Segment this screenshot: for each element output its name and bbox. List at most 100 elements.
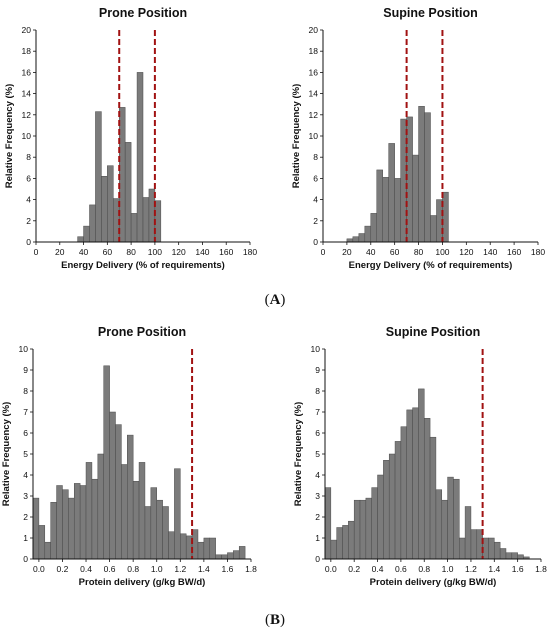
- histogram-bar: [441, 499, 448, 560]
- histogram-bar: [348, 520, 355, 560]
- histogram-bar: [418, 106, 425, 243]
- y-tick-label: 8: [23, 386, 28, 396]
- histogram-bar: [412, 154, 419, 243]
- histogram-bar: [423, 418, 431, 560]
- histogram-bar: [394, 178, 401, 243]
- x-tick-label: 120: [459, 247, 473, 257]
- histogram-bar: [124, 142, 132, 243]
- y-tick-label: 12: [22, 110, 32, 120]
- histogram-bar: [89, 204, 96, 243]
- y-axis-label: Relative Frequency (%): [293, 402, 304, 507]
- histogram-bar: [394, 441, 402, 560]
- histogram-bar: [197, 541, 205, 560]
- histogram-bar: [127, 434, 134, 560]
- x-tick-label: 0: [34, 247, 39, 257]
- histogram-bar: [352, 236, 360, 243]
- chart-energy-supine: 0 2 4 6 8 10 12 14 16 18 20 0 20 40 60 80 100 120 140 160 18…: [291, 6, 545, 271]
- chart-title: Prone Position: [98, 325, 186, 339]
- x-tick-label: 40: [366, 247, 376, 257]
- y-tick-label: 9: [23, 365, 28, 375]
- x-tick-label: 1.8: [245, 564, 257, 574]
- x-tick-label: 1.4: [198, 564, 210, 574]
- histogram-bar: [50, 502, 57, 560]
- histogram-bar: [453, 478, 460, 560]
- histogram-bar: [359, 499, 367, 560]
- chart-protein-prone: 0 1 2 3 4 5 6 7 8 9 10 0.0 0.2 0.4 0.6 0.8 1.0 1.2 1.4 1.6 1…: [1, 325, 257, 588]
- x-tick-label: 1.2: [174, 564, 186, 574]
- histogram-bar: [383, 460, 390, 560]
- y-tick-label: 6: [23, 428, 28, 438]
- histogram-bar: [85, 462, 93, 560]
- histogram-bar: [464, 506, 472, 560]
- y-tick-label: 8: [313, 152, 318, 162]
- y-tick-label: 10: [22, 131, 32, 141]
- histogram-bar: [101, 176, 108, 243]
- histogram-bar: [447, 476, 454, 560]
- x-tick-label: 0.8: [127, 564, 139, 574]
- y-tick-label: 5: [23, 449, 28, 459]
- x-tick-label: 1.0: [151, 564, 163, 574]
- histogram-bar: [180, 533, 187, 560]
- histogram-bar: [370, 213, 377, 243]
- histogram-bar: [38, 525, 46, 560]
- histogram-bar: [406, 409, 413, 560]
- x-tick-label: 1.4: [488, 564, 500, 574]
- y-tick-label: 8: [26, 152, 31, 162]
- histogram-bar: [388, 453, 396, 560]
- x-tick-label: 0.6: [395, 564, 407, 574]
- x-tick-label: 80: [414, 247, 424, 257]
- x-tick-label: 1.6: [222, 564, 234, 574]
- histogram-bar: [517, 554, 524, 560]
- histogram-bar: [353, 499, 361, 560]
- histogram-bar: [56, 485, 63, 560]
- x-tick-label: 160: [219, 247, 233, 257]
- histogram-bar: [365, 497, 372, 560]
- histogram-bar: [238, 546, 246, 560]
- x-tick-label: 0.4: [372, 564, 384, 574]
- x-tick-label: 1.8: [535, 564, 547, 574]
- histogram-bar: [121, 464, 128, 560]
- y-tick-label: 0: [23, 554, 28, 564]
- histogram-bar: [103, 365, 110, 560]
- histogram-bar: [499, 548, 507, 560]
- y-tick-label: 2: [26, 216, 31, 226]
- histogram-bar: [221, 554, 228, 560]
- histogram-bar: [174, 468, 181, 560]
- y-axis-label: Relative Frequency (%): [1, 402, 12, 507]
- histogram-bar: [377, 474, 384, 560]
- histogram-bar: [44, 541, 51, 560]
- histogram-bar: [97, 453, 104, 560]
- histogram-bar: [73, 483, 81, 560]
- y-tick-label: 10: [19, 344, 29, 354]
- histogram-bar: [227, 552, 234, 560]
- y-tick-label: 9: [315, 365, 320, 375]
- y-tick-label: 10: [309, 131, 319, 141]
- y-axis-label: Relative Frequency (%): [4, 84, 15, 189]
- histogram-bar: [418, 388, 425, 560]
- y-tick-label: 7: [23, 407, 28, 417]
- panel-label-b: (B): [265, 612, 285, 628]
- histogram-bar: [162, 506, 169, 560]
- x-tick-label: 0.4: [80, 564, 92, 574]
- histogram-bar: [488, 537, 495, 560]
- histogram-bar: [470, 529, 478, 560]
- histogram-bar: [336, 527, 343, 560]
- y-tick-label: 8: [315, 386, 320, 396]
- x-tick-label: 0.0: [325, 564, 337, 574]
- x-tick-label: 0.0: [33, 564, 45, 574]
- histogram-bar: [233, 550, 240, 560]
- histogram-bar: [209, 537, 216, 560]
- x-tick-label: 60: [390, 247, 400, 257]
- y-tick-label: 4: [23, 470, 28, 480]
- y-tick-label: 18: [22, 46, 32, 56]
- histogram-bar: [376, 169, 383, 243]
- y-tick-label: 20: [22, 25, 32, 35]
- histogram-bar: [95, 111, 102, 243]
- y-tick-label: 16: [309, 67, 319, 77]
- x-axis-label: Energy Delivery (% of requirements): [61, 260, 225, 271]
- x-axis-label: Protein delivery (g/kg BW/d): [370, 577, 497, 588]
- histogram-bar: [77, 236, 84, 243]
- histogram-bar: [511, 552, 518, 560]
- x-tick-label: 120: [172, 247, 186, 257]
